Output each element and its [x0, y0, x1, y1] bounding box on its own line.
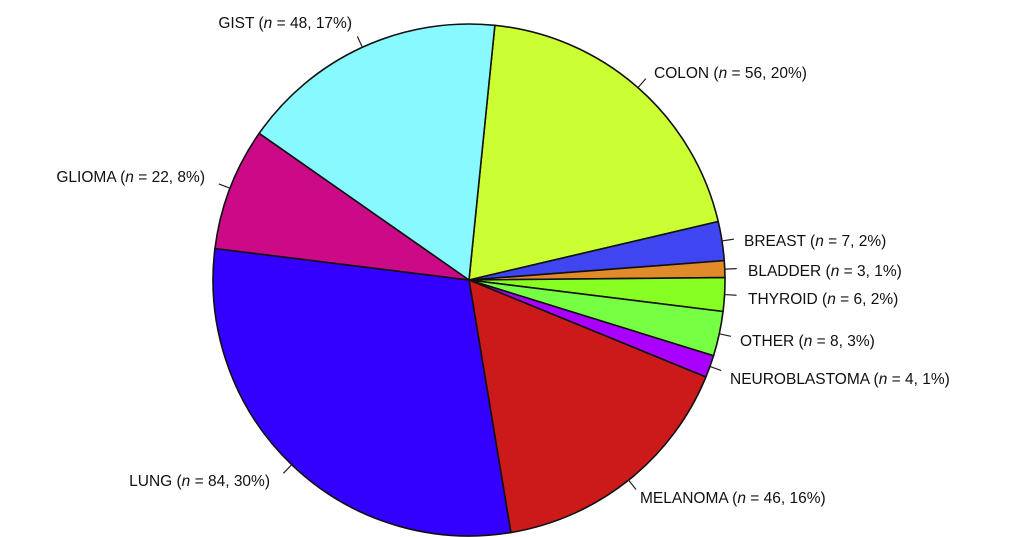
slice-label-other: OTHER (n = 8, 3%)	[740, 333, 875, 350]
label-tick	[356, 36, 363, 48]
slice-label-breast: BREAST (n = 7, 2%)	[744, 233, 886, 250]
pie-slice-glioma	[214, 132, 470, 281]
slice-label-colon: COLON (n = 56, 20%)	[654, 65, 807, 82]
label-ticks	[218, 36, 737, 490]
label-tick	[724, 293, 737, 296]
label-tick	[637, 78, 647, 89]
slice-label-gist: GIST (n = 48, 17%)	[218, 15, 352, 32]
label-tick	[218, 183, 231, 189]
slice-label-thyroid: THYROID (n = 6, 2%)	[748, 291, 898, 308]
pie-slice-gist	[258, 23, 496, 281]
slice-label-bladder: BLADDER (n = 3, 1%)	[748, 263, 902, 280]
pie-slice-melanoma	[468, 279, 707, 534]
label-tick	[719, 333, 732, 337]
label-tick	[282, 464, 293, 474]
slice-label-lung: LUNG (n = 84, 30%)	[129, 473, 270, 490]
label-tick	[628, 479, 637, 490]
slice-label-glioma: GLIOMA (n = 22, 8%)	[56, 169, 205, 186]
label-tick	[709, 365, 722, 372]
slice-label-melanoma: MELANOMA (n = 46, 16%)	[640, 490, 826, 507]
pie-slice-lung	[212, 247, 512, 537]
label-tick	[721, 238, 734, 242]
pie-slices	[212, 23, 726, 537]
slice-labels: COLON (n = 56, 20%) BREAST (n = 7, 2%) BLA…	[56, 15, 949, 507]
slice-label-neuroblastoma: NEUROBLASTOMA (n = 4, 1%)	[730, 371, 950, 388]
label-tick	[724, 267, 737, 270]
